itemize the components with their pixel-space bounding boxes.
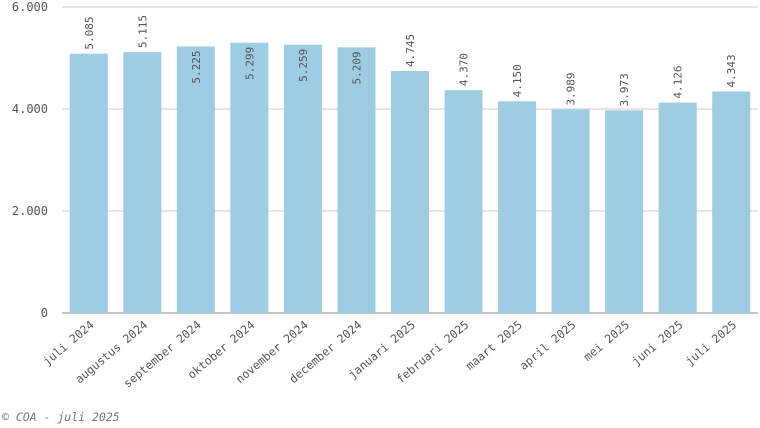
- bar: [69, 53, 108, 313]
- y-tick-label: 4.000: [12, 102, 48, 116]
- data-label: 3.973: [618, 73, 631, 106]
- data-label: 4.150: [511, 64, 524, 97]
- data-label: 5.259: [297, 49, 310, 82]
- data-label: 4.126: [672, 65, 685, 98]
- x-tick-label: juni 2025: [629, 318, 686, 369]
- bar: [605, 110, 644, 313]
- y-tick-label: 0: [41, 306, 48, 320]
- bar: [176, 46, 215, 314]
- data-labels: 5.085 5.115 5.225 5.299 5.259 5.209 4.745 4.370…: [83, 15, 738, 106]
- data-label: 5.115: [136, 15, 149, 48]
- data-label: 5.225: [190, 51, 203, 84]
- data-label: 5.209: [350, 51, 363, 84]
- data-label: 3.989: [565, 72, 578, 105]
- bars: [69, 42, 751, 314]
- x-tick-label: maart 2025: [463, 318, 525, 373]
- bar: [444, 90, 483, 313]
- y-tick-label: 2.000: [12, 204, 48, 218]
- bar: [551, 109, 590, 313]
- data-label: 5.085: [83, 17, 96, 50]
- bar: [230, 42, 269, 313]
- bar: [123, 52, 162, 313]
- bar: [498, 101, 537, 313]
- y-axis-ticks: 0 2.000 4.000 6.000: [12, 0, 48, 320]
- credit-text: © COA - juli 2025: [2, 410, 120, 424]
- data-label: 4.745: [404, 34, 417, 67]
- bar: [337, 47, 376, 313]
- bar: [712, 91, 751, 313]
- data-label: 5.299: [243, 47, 256, 80]
- x-tick-label: mei 2025: [581, 318, 632, 364]
- bar: [390, 71, 430, 313]
- data-label: 4.370: [458, 53, 471, 86]
- data-label: 4.343: [725, 54, 738, 87]
- y-tick-label: 6.000: [12, 0, 48, 14]
- x-tick-label: juli 2024: [40, 318, 97, 369]
- x-tick-label: april 2025: [516, 318, 578, 373]
- bar: [658, 102, 697, 313]
- x-tick-label: juli 2025: [682, 318, 739, 369]
- bar: [283, 44, 322, 313]
